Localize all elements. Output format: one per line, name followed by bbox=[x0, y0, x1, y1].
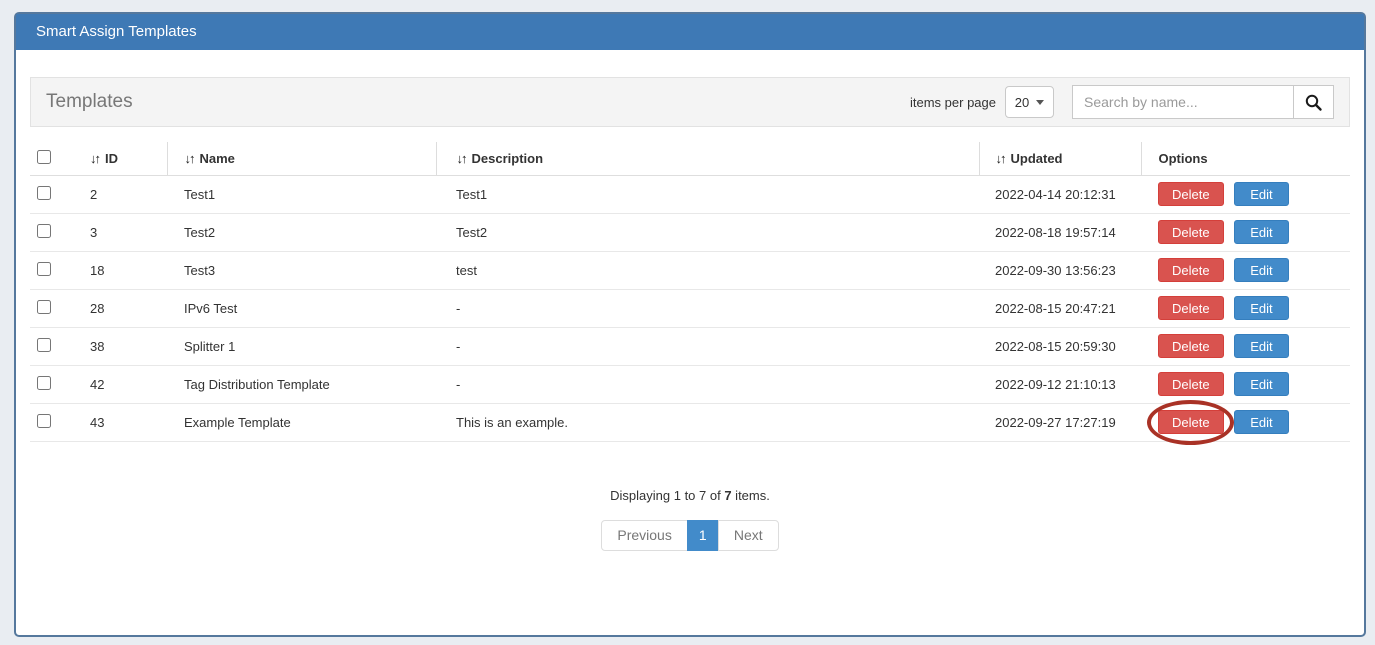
row-checkbox[interactable] bbox=[37, 185, 51, 200]
cell-name: Test1 bbox=[167, 175, 436, 214]
row-checkbox[interactable] bbox=[37, 375, 51, 390]
cell-updated: 2022-08-15 20:47:21 bbox=[979, 289, 1141, 328]
panel-body: Templates items per page 20 bbox=[16, 50, 1364, 551]
cell-description: Test2 bbox=[436, 213, 979, 252]
cell-options: Delete Edit bbox=[1141, 175, 1350, 214]
delete-button[interactable]: Delete bbox=[1158, 296, 1224, 320]
cell-options: Delete Edit bbox=[1141, 400, 1350, 445]
column-header-description[interactable]: ↓↑ Description bbox=[435, 142, 979, 176]
pagination-previous[interactable]: Previous bbox=[601, 519, 688, 551]
sort-icon: ↓↑ bbox=[184, 150, 196, 166]
column-header-name[interactable]: ↓↑ Name bbox=[166, 142, 436, 176]
cell-id: 28 bbox=[82, 289, 167, 328]
results-summary: Displaying 1 to 7 of 7 items. bbox=[30, 488, 1350, 503]
search-input[interactable] bbox=[1072, 85, 1294, 119]
search-icon bbox=[1305, 94, 1322, 111]
cell-name: Test2 bbox=[167, 213, 436, 252]
search-group bbox=[1072, 85, 1334, 119]
caret-down-icon bbox=[1036, 99, 1045, 105]
pagination: Previous 1 Next bbox=[30, 519, 1350, 551]
row-checkbox[interactable] bbox=[37, 337, 51, 352]
search-button[interactable] bbox=[1293, 85, 1334, 119]
delete-button[interactable]: Delete bbox=[1158, 258, 1224, 282]
items-per-page-label: items per page bbox=[910, 94, 996, 110]
cell-options: Delete Edit bbox=[1141, 213, 1350, 252]
delete-button[interactable]: Delete bbox=[1158, 182, 1224, 206]
row-checkbox[interactable] bbox=[37, 413, 51, 428]
sort-icon: ↓↑ bbox=[90, 150, 101, 166]
cell-description: - bbox=[436, 327, 979, 366]
cell-description: - bbox=[436, 365, 979, 404]
cell-options: Delete Edit bbox=[1141, 327, 1350, 366]
delete-button[interactable]: Delete bbox=[1158, 220, 1224, 244]
column-header-id[interactable]: ↓↑ ID bbox=[82, 142, 167, 176]
cell-options: Delete Edit bbox=[1141, 251, 1350, 290]
sort-icon: ↓↑ bbox=[456, 150, 468, 166]
cell-name: Example Template bbox=[167, 403, 436, 442]
cell-id: 3 bbox=[82, 213, 167, 252]
table-row: 43 Example Template This is an example. … bbox=[30, 400, 1350, 445]
table-row: 42 Tag Distribution Template - 2022-09-1… bbox=[30, 365, 1350, 404]
smart-assign-templates-panel: Smart Assign Templates Templates items p… bbox=[14, 12, 1366, 637]
summary-prefix: Displaying 1 to 7 of bbox=[610, 487, 725, 503]
table-row: 3 Test2 Test2 2022-08-18 19:57:14 Delete… bbox=[30, 213, 1350, 252]
cell-name: IPv6 Test bbox=[167, 289, 436, 328]
items-per-page-value: 20 bbox=[1014, 94, 1030, 110]
edit-button[interactable]: Edit bbox=[1234, 220, 1289, 244]
cell-id: 43 bbox=[82, 403, 167, 442]
row-checkbox[interactable] bbox=[37, 299, 51, 314]
cell-description: - bbox=[436, 289, 979, 328]
column-header-updated[interactable]: ↓↑ Updated bbox=[978, 142, 1141, 176]
delete-button[interactable]: Delete bbox=[1158, 372, 1224, 396]
templates-toolbar: Templates items per page 20 bbox=[30, 77, 1350, 127]
pagination-page-1[interactable]: 1 bbox=[686, 519, 719, 551]
table-row: 2 Test1 Test1 2022-04-14 20:12:31 Delete… bbox=[30, 175, 1350, 214]
cell-id: 42 bbox=[82, 365, 167, 404]
section-title: Templates bbox=[46, 91, 133, 112]
cell-options: Delete Edit bbox=[1141, 289, 1350, 328]
cell-updated: 2022-04-14 20:12:31 bbox=[979, 175, 1141, 214]
pagination-next[interactable]: Next bbox=[717, 519, 779, 551]
cell-options: Delete Edit bbox=[1141, 365, 1350, 404]
select-all-checkbox[interactable] bbox=[37, 149, 51, 164]
cell-description: This is an example. bbox=[436, 403, 979, 442]
row-checkbox[interactable] bbox=[37, 223, 51, 238]
table-header-row: ↓↑ ID ↓↑ Name ↓↑ Description ↓↑ Updated bbox=[30, 142, 1350, 176]
table-row: 28 IPv6 Test - 2022-08-15 20:47:21 Delet… bbox=[30, 289, 1350, 328]
cell-updated: 2022-09-30 13:56:23 bbox=[979, 251, 1141, 290]
toolbar-controls: items per page 20 bbox=[910, 85, 1334, 119]
cell-id: 2 bbox=[82, 175, 167, 214]
cell-name: Test3 bbox=[167, 251, 436, 290]
sort-icon: ↓↑ bbox=[995, 150, 1007, 166]
cell-id: 18 bbox=[82, 251, 167, 290]
items-per-page-select[interactable]: 20 bbox=[1005, 86, 1054, 118]
column-header-options: Options bbox=[1140, 142, 1350, 176]
row-checkbox[interactable] bbox=[37, 261, 51, 276]
templates-table: ↓↑ ID ↓↑ Name ↓↑ Description ↓↑ Updated bbox=[30, 142, 1350, 445]
summary-total: 7 bbox=[724, 487, 732, 503]
cell-updated: 2022-08-15 20:59:30 bbox=[979, 327, 1141, 366]
cell-name: Splitter 1 bbox=[167, 327, 436, 366]
cell-name: Tag Distribution Template bbox=[167, 365, 436, 404]
cell-updated: 2022-08-18 19:57:14 bbox=[979, 213, 1141, 252]
edit-button[interactable]: Edit bbox=[1234, 372, 1289, 396]
delete-button[interactable]: Delete bbox=[1158, 334, 1224, 358]
table-row: 18 Test3 test 2022-09-30 13:56:23 Delete… bbox=[30, 251, 1350, 290]
edit-button[interactable]: Edit bbox=[1234, 410, 1289, 434]
cell-updated: 2022-09-27 17:27:19 bbox=[979, 403, 1141, 442]
cell-id: 38 bbox=[82, 327, 167, 366]
edit-button[interactable]: Edit bbox=[1234, 182, 1289, 206]
delete-button[interactable]: Delete bbox=[1158, 410, 1224, 434]
edit-button[interactable]: Edit bbox=[1234, 258, 1289, 282]
edit-button[interactable]: Edit bbox=[1234, 334, 1289, 358]
page-title: Smart Assign Templates bbox=[16, 14, 1364, 50]
cell-updated: 2022-09-12 21:10:13 bbox=[979, 365, 1141, 404]
cell-description: Test1 bbox=[436, 175, 979, 214]
cell-description: test bbox=[436, 251, 979, 290]
table-row: 38 Splitter 1 - 2022-08-15 20:59:30 Dele… bbox=[30, 327, 1350, 366]
summary-suffix: items. bbox=[731, 487, 770, 503]
edit-button[interactable]: Edit bbox=[1234, 296, 1289, 320]
